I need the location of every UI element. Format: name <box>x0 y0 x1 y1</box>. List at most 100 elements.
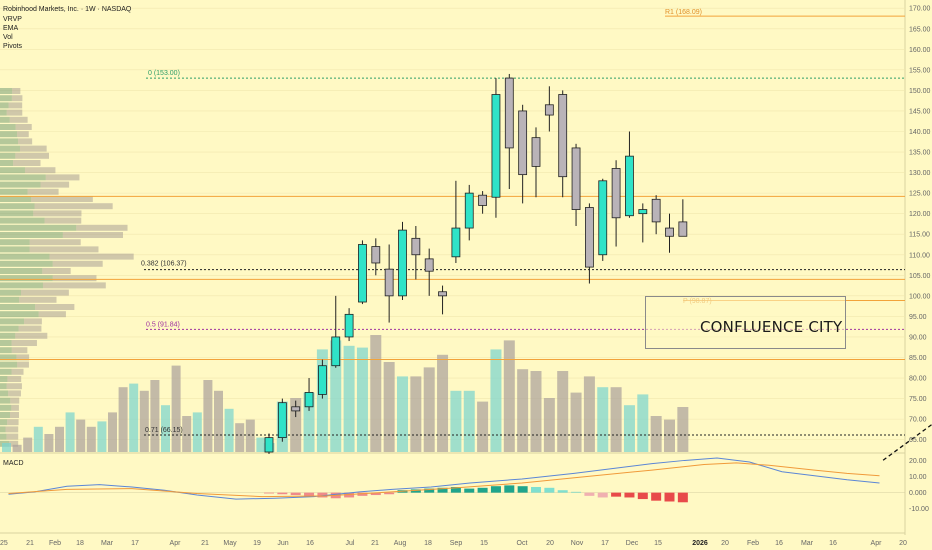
volume-profile-bar-up <box>0 397 11 404</box>
candle-body-up <box>317 365 327 395</box>
indicator-vol[interactable]: Vol <box>3 34 13 41</box>
candle <box>491 78 501 218</box>
volume-profile-bar-down <box>44 217 82 224</box>
macd-histogram-bar <box>437 487 448 493</box>
volume-profile-bar-up <box>0 376 8 382</box>
price-axis-label: 165.00 <box>909 26 931 33</box>
macd-histogram-bar <box>490 486 501 493</box>
volume-bar <box>437 354 449 452</box>
macd-histogram-bar <box>531 487 541 493</box>
symbol-title[interactable]: Robinhood Markets, Inc. · 1W · NASDAQ <box>3 6 132 13</box>
time-axis-label: Jul <box>346 540 355 547</box>
macd-histogram-bar <box>317 492 328 498</box>
candle-body-down <box>531 137 541 167</box>
macd-histogram-bar <box>624 492 635 498</box>
macd-histogram-bar <box>504 485 515 493</box>
price-axis-label: 75.00 <box>909 396 927 403</box>
volume-profile-bar-up <box>0 419 8 426</box>
volume-bar <box>245 419 255 452</box>
volume-bar <box>356 347 368 452</box>
time-axis-label: Apr <box>871 540 883 547</box>
volume-bar <box>235 423 245 452</box>
volume-profile-bar-up <box>0 260 53 267</box>
macd-histogram-bar <box>410 489 421 493</box>
volume-bar <box>677 407 689 452</box>
macd-histogram-bar <box>477 487 488 493</box>
volume-bar <box>55 426 64 452</box>
price-axis-label: 160.00 <box>909 47 931 54</box>
volume-profile-bar-up <box>0 433 7 440</box>
candle-body-up <box>264 437 274 453</box>
time-axis-label: 17 <box>601 540 609 547</box>
volume-profile <box>0 88 134 447</box>
macd-axis-label: 0.000 <box>909 490 927 497</box>
candle <box>678 199 688 237</box>
volume-profile-bar-down <box>49 253 134 260</box>
volume-profile-bar-up <box>0 304 36 310</box>
volume-profile-bar-down <box>7 376 22 382</box>
price-axis-label: 125.00 <box>909 191 931 198</box>
volume-profile-bar-down <box>10 397 20 404</box>
time-axis-label: Oct <box>517 540 528 547</box>
volume-bar <box>664 419 675 452</box>
price-axis-label: 85.00 <box>909 355 927 362</box>
candle-body-up <box>304 392 314 408</box>
volume-profile-bar-down <box>12 88 21 94</box>
candle <box>478 191 488 214</box>
indicator-pivots[interactable]: Pivots <box>3 43 23 50</box>
candle-body-up <box>451 227 461 258</box>
volume-profile-bar-down <box>45 174 80 181</box>
time-axis-label: 20 <box>899 540 907 547</box>
time-axis-label: 20 <box>721 540 729 547</box>
volume-profile-bar-up <box>0 95 12 102</box>
volume-profile-bar-down <box>8 102 23 109</box>
time-axis-label: 20 <box>546 540 554 547</box>
confluence-callout-box[interactable] <box>645 296 846 349</box>
volume-bar <box>161 405 170 452</box>
macd-histogram-bar <box>264 492 274 494</box>
price-axis-label: 120.00 <box>909 211 931 218</box>
volume-bar <box>203 380 213 452</box>
price-axis-label: 95.00 <box>909 314 927 321</box>
volume-bar <box>139 390 149 452</box>
macd-histogram-bar <box>597 492 608 498</box>
volume-profile-bar-down <box>18 138 33 145</box>
volume-profile-bar-down <box>11 404 19 411</box>
time-axis-label: 16 <box>829 540 837 547</box>
price-axis-label: 70.00 <box>909 417 927 424</box>
macd-histogram-bar <box>304 492 315 497</box>
candle <box>638 203 648 243</box>
candle <box>544 86 554 132</box>
price-axis-label: 115.00 <box>909 232 930 239</box>
volume-bar <box>97 421 107 452</box>
volume-profile-bar-down <box>40 181 70 188</box>
volume-profile-bar-down <box>24 167 56 174</box>
time-axis-label: 19 <box>253 540 261 547</box>
macd-histogram-bar <box>384 492 395 495</box>
volume-bar <box>370 335 382 452</box>
volume-profile-bar-down <box>42 268 71 274</box>
volume-bar <box>192 412 202 452</box>
volume-profile-bar-down <box>15 152 49 159</box>
candle <box>625 131 634 218</box>
volume-profile-bar-up <box>0 246 30 253</box>
time-axis-label: Dec <box>626 540 639 547</box>
volume-profile-bar-down <box>9 440 19 447</box>
volume-bar <box>118 387 128 452</box>
volume-profile-bar-down <box>27 188 59 195</box>
macd-histogram-bar <box>370 492 381 496</box>
candle-body-down <box>411 237 421 256</box>
indicator-ema[interactable]: EMA <box>3 25 19 32</box>
volume-profile-bar-up <box>0 188 28 195</box>
candle <box>264 433 274 455</box>
volume-profile-bar-down <box>13 160 41 166</box>
volume-bar <box>530 371 542 452</box>
volume-profile-bar-down <box>24 318 42 325</box>
volume-profile-bar-down <box>38 311 66 318</box>
candle <box>317 359 327 399</box>
candle-body-down <box>558 94 568 178</box>
indicator-vrvp[interactable]: VRVP <box>3 16 22 23</box>
macd-histogram-bar <box>611 492 622 497</box>
volume-bar <box>76 419 86 452</box>
